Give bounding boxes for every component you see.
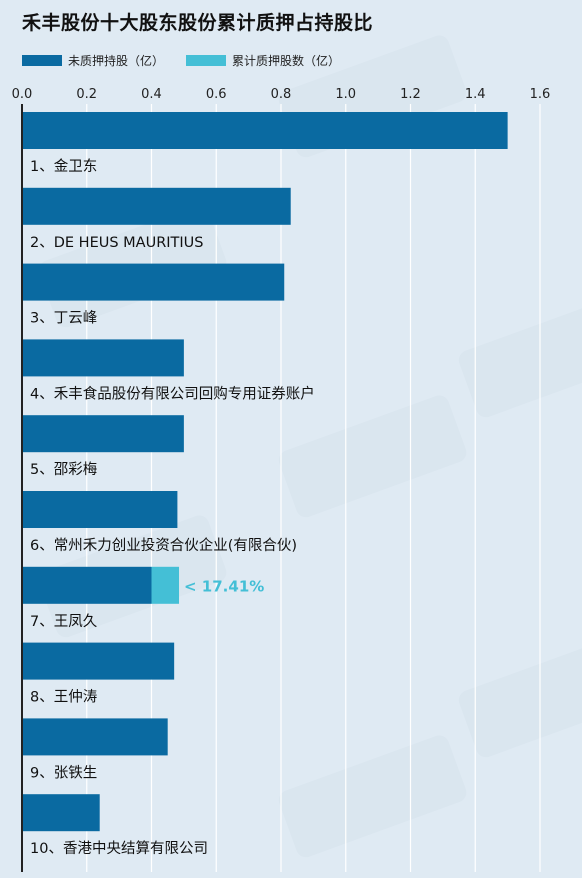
category-label: 8、王仲涛 bbox=[30, 689, 97, 706]
legend-swatch-pledged bbox=[186, 55, 227, 66]
watermark-shape bbox=[278, 395, 467, 518]
pledge-ratio-annotation: < 17.41% bbox=[184, 577, 264, 595]
legend-item-unpledged: 未质押持股（亿） bbox=[22, 52, 164, 69]
legend-label-unpledged: 未质押持股（亿） bbox=[68, 54, 165, 68]
x-tick-label: 1.0 bbox=[335, 87, 356, 102]
bar-unpledged bbox=[22, 187, 291, 225]
x-tick-label: 1.2 bbox=[400, 87, 421, 102]
x-tick-label: 0.4 bbox=[141, 87, 162, 102]
category-label: 4、禾丰食品股份有限公司回购专用证券账户 bbox=[30, 385, 315, 402]
bar-unpledged bbox=[22, 642, 175, 680]
bar-unpledged bbox=[22, 112, 508, 149]
legend-swatch-unpledged bbox=[22, 55, 62, 66]
legend-label-pledged: 累计质押股数（亿） bbox=[232, 54, 341, 68]
bar-unpledged bbox=[22, 415, 184, 453]
bar-unpledged bbox=[22, 718, 168, 756]
x-tick-label: 1.4 bbox=[465, 87, 486, 102]
x-tick-label: 1.6 bbox=[530, 87, 551, 102]
bar-unpledged bbox=[22, 794, 100, 832]
bar-unpledged bbox=[22, 263, 285, 301]
category-label: 1、金卫东 bbox=[30, 158, 97, 175]
bar-unpledged bbox=[22, 566, 152, 604]
watermark-shape bbox=[278, 735, 467, 858]
category-label: 5、邵彩梅 bbox=[30, 461, 97, 478]
category-label: 3、丁云峰 bbox=[30, 310, 97, 327]
category-labels: 1、金卫东 2、DE HEUS MAURITIUS 3、丁云峰 4、禾丰食品股份有限公… bbox=[30, 158, 315, 857]
legend-item-pledged: 累计质押股数（亿） bbox=[186, 52, 340, 69]
bar-pledged bbox=[151, 566, 180, 604]
category-label: 10、香港中央结算有限公司 bbox=[30, 840, 208, 857]
category-label: 6、常州禾力创业投资合伙企业(有限合伙) bbox=[30, 536, 297, 554]
x-tick-label: 0.2 bbox=[76, 87, 97, 102]
legend: 未质押持股（亿） 累计质押股数（亿） bbox=[22, 52, 362, 69]
bar-unpledged bbox=[22, 339, 184, 377]
annotations: < 17.41% bbox=[184, 577, 264, 595]
category-label: 2、DE HEUS MAURITIUS bbox=[30, 235, 204, 251]
x-tick-label: 0.6 bbox=[206, 87, 227, 102]
bar-unpledged bbox=[22, 491, 178, 528]
x-tick-label: 0.8 bbox=[271, 87, 292, 102]
chart-title: 禾丰股份十大股东股份累计质押占持股比 bbox=[22, 12, 374, 34]
bars bbox=[22, 112, 508, 832]
x-tick-label: 0.0 bbox=[12, 87, 33, 102]
category-label: 9、张铁生 bbox=[30, 764, 97, 781]
x-axis-ticks: 0.0 0.2 0.4 0.6 0.8 1.0 1.2 1.4 1.6 bbox=[12, 87, 551, 102]
watermark-shape bbox=[458, 295, 582, 418]
category-label: 7、王凤久 bbox=[30, 613, 98, 630]
watermark-shape bbox=[458, 635, 582, 758]
